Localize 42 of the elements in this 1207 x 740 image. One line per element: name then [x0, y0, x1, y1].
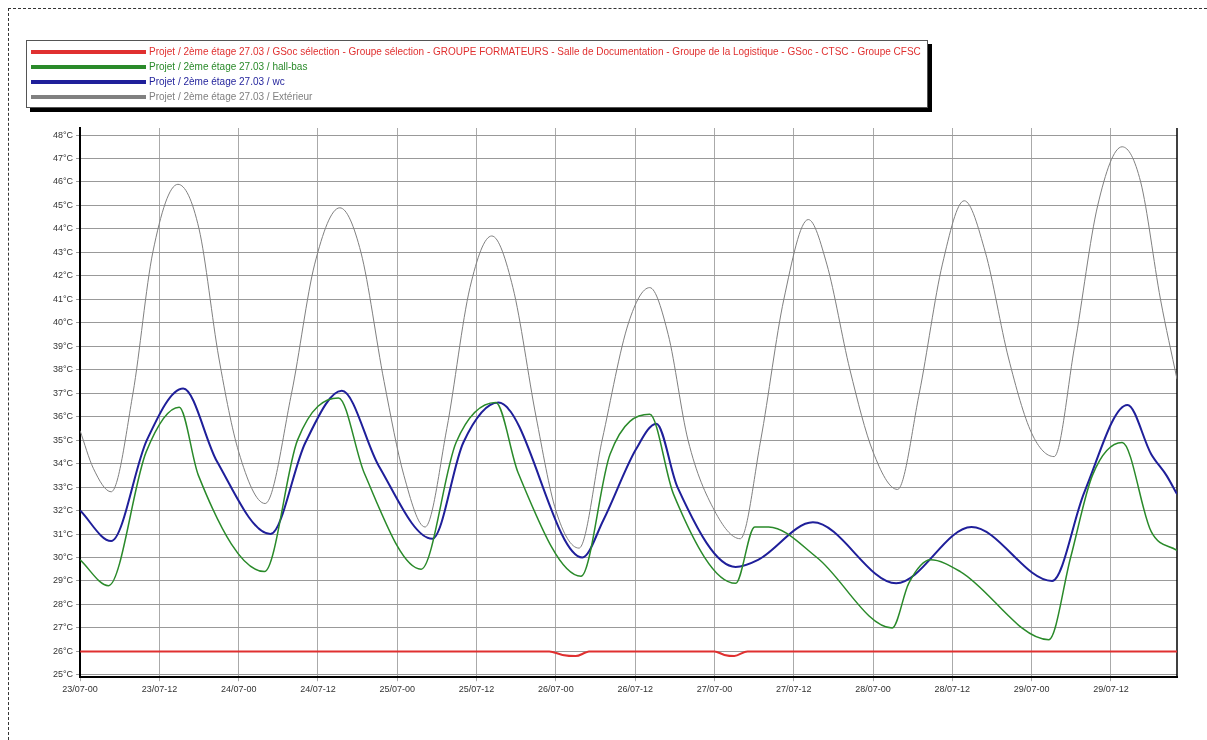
y-tick-label: 31°C [53, 528, 74, 539]
y-tick-label: 39°C [53, 340, 74, 351]
text: Projet / 2ème étage 27.03 / GSoc sélection - Groupe sélection - GROUPE FORMATEURS - Salle de Documentation - Groupe de la Logistique - GSoc - CTSC - Groupe CFSC [149, 45, 921, 59]
y-tick-label: 26°C [53, 645, 74, 656]
x-tick-label: 23/07-00 [62, 684, 98, 695]
y-tick-label: 44°C [53, 223, 74, 234]
text: Projet / 2ème étage 27.03 / hall-bas [149, 60, 308, 74]
x-tick-label: 25/07-12 [458, 684, 495, 695]
y-tick-label: 38°C [53, 364, 74, 375]
y-tick-label: 25°C [53, 669, 74, 680]
y-tick-label: 47°C [53, 153, 74, 163]
x-tick-label: 23/07-12 [141, 684, 178, 695]
x-tick-label: 26/07-12 [617, 684, 653, 695]
y-tick-label: 32°C [53, 505, 74, 516]
y-tick-label: 36°C [53, 411, 74, 422]
y-tick-label: 35°C [53, 434, 74, 445]
y-tick-label: 28°C [53, 598, 74, 609]
y-tick-label: 27°C [53, 622, 74, 633]
text: Projet / 2ème étage 27.03 / wc [149, 75, 285, 89]
y-tick-label: 37°C [53, 387, 74, 398]
x-tick-label: 27/07-00 [696, 684, 733, 695]
y-tick-label: 33°C [53, 481, 74, 492]
x-tick-label: 27/07-12 [775, 684, 812, 695]
y-tick-label: 29°C [53, 575, 74, 586]
x-tick-label: 28/07-00 [855, 684, 891, 695]
y-tick-label: 40°C [53, 317, 74, 328]
x-tick-label: 28/07-12 [934, 684, 971, 695]
y-tick-label: 41°C [53, 293, 74, 304]
y-tick-label: 34°C [53, 458, 74, 469]
x-tick-label: 26/07-00 [538, 684, 574, 695]
y-tick-label: 30°C [53, 551, 74, 562]
text: Projet / 2ème étage 27.03 / Extérieur [149, 90, 313, 104]
x-tick-label: 25/07-00 [379, 684, 416, 695]
y-tick-label: 43°C [53, 246, 74, 257]
y-tick-label: 45°C [53, 199, 74, 210]
x-tick-label: 29/07-00 [1013, 684, 1050, 695]
y-tick-label: 48°C [53, 129, 74, 140]
y-tick-label: 42°C [53, 270, 74, 281]
x-tick-label: 29/07-12 [1093, 684, 1129, 695]
x-tick-label: 24/07-12 [300, 684, 336, 695]
y-tick-label: 46°C [53, 176, 74, 187]
x-tick-label: 24/07-00 [220, 684, 257, 695]
